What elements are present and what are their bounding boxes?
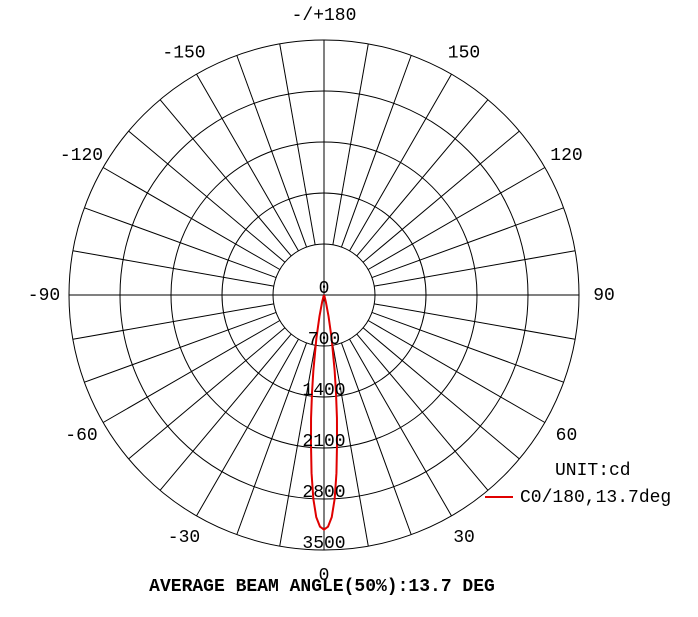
angle-tick-label: -60 xyxy=(65,426,97,446)
spoke xyxy=(340,342,412,535)
angle-tick-label: -150 xyxy=(162,43,205,63)
spoke xyxy=(332,43,369,245)
r-tick-label: 700 xyxy=(308,330,340,350)
spoke xyxy=(84,207,277,279)
spoke xyxy=(349,338,452,517)
angle-tick-label: 120 xyxy=(550,146,582,166)
intensity-curve xyxy=(309,294,339,531)
spoke xyxy=(128,130,286,263)
r-tick-label: 0 xyxy=(319,279,330,299)
angle-tick-label: -/+180 xyxy=(292,6,357,26)
spoke xyxy=(159,333,292,491)
spoke xyxy=(128,327,286,460)
angle-tick-label: 30 xyxy=(453,528,475,548)
spoke xyxy=(374,250,576,287)
spoke xyxy=(102,320,281,423)
spoke xyxy=(349,73,452,252)
spoke xyxy=(279,345,316,547)
spoke xyxy=(367,320,546,423)
r-tick-label: 2100 xyxy=(302,432,345,452)
spoke xyxy=(340,55,412,248)
spoke xyxy=(279,43,316,245)
spoke xyxy=(196,73,299,252)
spoke xyxy=(371,207,564,279)
spoke xyxy=(371,311,564,383)
spoke xyxy=(362,130,520,263)
angle-tick-label: -120 xyxy=(60,146,103,166)
spoke xyxy=(374,303,576,340)
spoke xyxy=(236,342,308,535)
spoke xyxy=(356,333,489,491)
angle-tick-label: 0 xyxy=(319,566,330,586)
angle-tick-label: 150 xyxy=(448,43,480,63)
r-tick-label: 3500 xyxy=(302,534,345,554)
legend-label: C0/180,13.7deg xyxy=(520,488,671,508)
spoke xyxy=(72,303,274,340)
spoke xyxy=(72,250,274,287)
spoke xyxy=(84,311,277,383)
spoke xyxy=(102,167,281,270)
angle-tick-label: -30 xyxy=(168,528,200,548)
r-tick-label: 1400 xyxy=(302,381,345,401)
spoke xyxy=(196,338,299,517)
spoke xyxy=(362,327,520,460)
spoke xyxy=(356,99,489,257)
unit-label: UNIT:cd xyxy=(555,461,631,481)
angle-tick-label: 60 xyxy=(556,426,578,446)
angle-tick-label: -90 xyxy=(28,286,60,306)
footer: AVERAGE BEAM ANGLE(50%):13.7 DEG xyxy=(149,577,495,597)
spoke xyxy=(367,167,546,270)
spoke xyxy=(159,99,292,257)
r-tick-label: 2800 xyxy=(302,483,345,503)
angle-tick-label: 90 xyxy=(593,286,615,306)
spoke xyxy=(332,345,369,547)
spoke xyxy=(236,55,308,248)
